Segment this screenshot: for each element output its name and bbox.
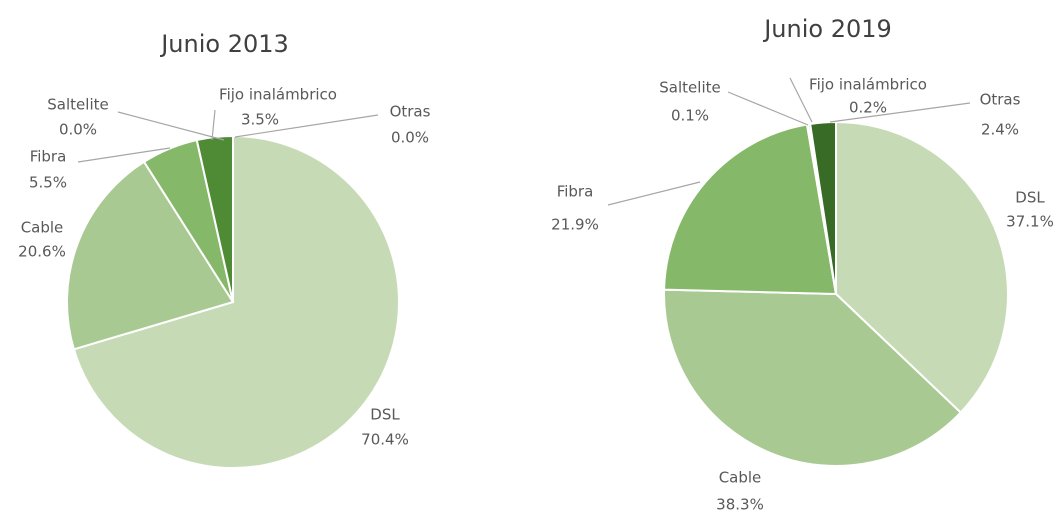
slice-label: Saltelite <box>659 79 720 97</box>
slice-value-label: 0.1% <box>671 107 709 125</box>
slice-value-label: 38.3% <box>716 496 764 514</box>
leader-line <box>789 77 813 123</box>
slice-value-label: 2.4% <box>981 121 1019 139</box>
leader-line <box>234 114 379 138</box>
slice-label: Cable <box>719 469 762 487</box>
chart-title: Junio 2013 <box>159 30 289 58</box>
slice-label: DSL <box>370 406 400 424</box>
slice-label: Fijo inalámbrico <box>809 76 927 94</box>
slice-label: Fijo inalámbrico <box>219 86 337 104</box>
pie-slice <box>663 123 838 296</box>
slice-label: DSL <box>1015 189 1045 207</box>
slice-value-label: 0.0% <box>391 129 429 147</box>
leader-line <box>727 91 809 126</box>
slice-value-label: 0.2% <box>849 99 887 117</box>
slice-label: Cable <box>21 219 64 237</box>
pie-slice <box>663 288 963 467</box>
pie-slice <box>66 160 235 351</box>
chart-title: Junio 2019 <box>762 15 892 43</box>
slice-value-label: 20.6% <box>18 243 66 261</box>
leader-line <box>77 147 171 163</box>
slice-value-label: 37.1% <box>1006 213 1053 231</box>
leader-line <box>117 111 225 141</box>
pie-slice <box>809 120 837 295</box>
leader-line <box>607 181 701 206</box>
slice-value-label: 3.5% <box>241 111 279 129</box>
slice-label: Fibra <box>30 148 67 166</box>
slice-label: Fibra <box>557 183 594 201</box>
leader-line <box>211 109 216 141</box>
slice-value-label: 0.0% <box>59 121 97 139</box>
slice-value-label: 5.5% <box>29 174 67 192</box>
slice-value-label: 70.4% <box>361 431 409 449</box>
slice-label: Otras <box>390 103 431 121</box>
slice-label: Saltelite <box>47 96 108 114</box>
slice-label: Otras <box>980 91 1021 109</box>
slice-value-label: 21.9% <box>551 216 599 234</box>
leader-line <box>829 102 971 123</box>
pie-slice <box>835 120 1009 414</box>
pie-slice <box>72 134 400 469</box>
